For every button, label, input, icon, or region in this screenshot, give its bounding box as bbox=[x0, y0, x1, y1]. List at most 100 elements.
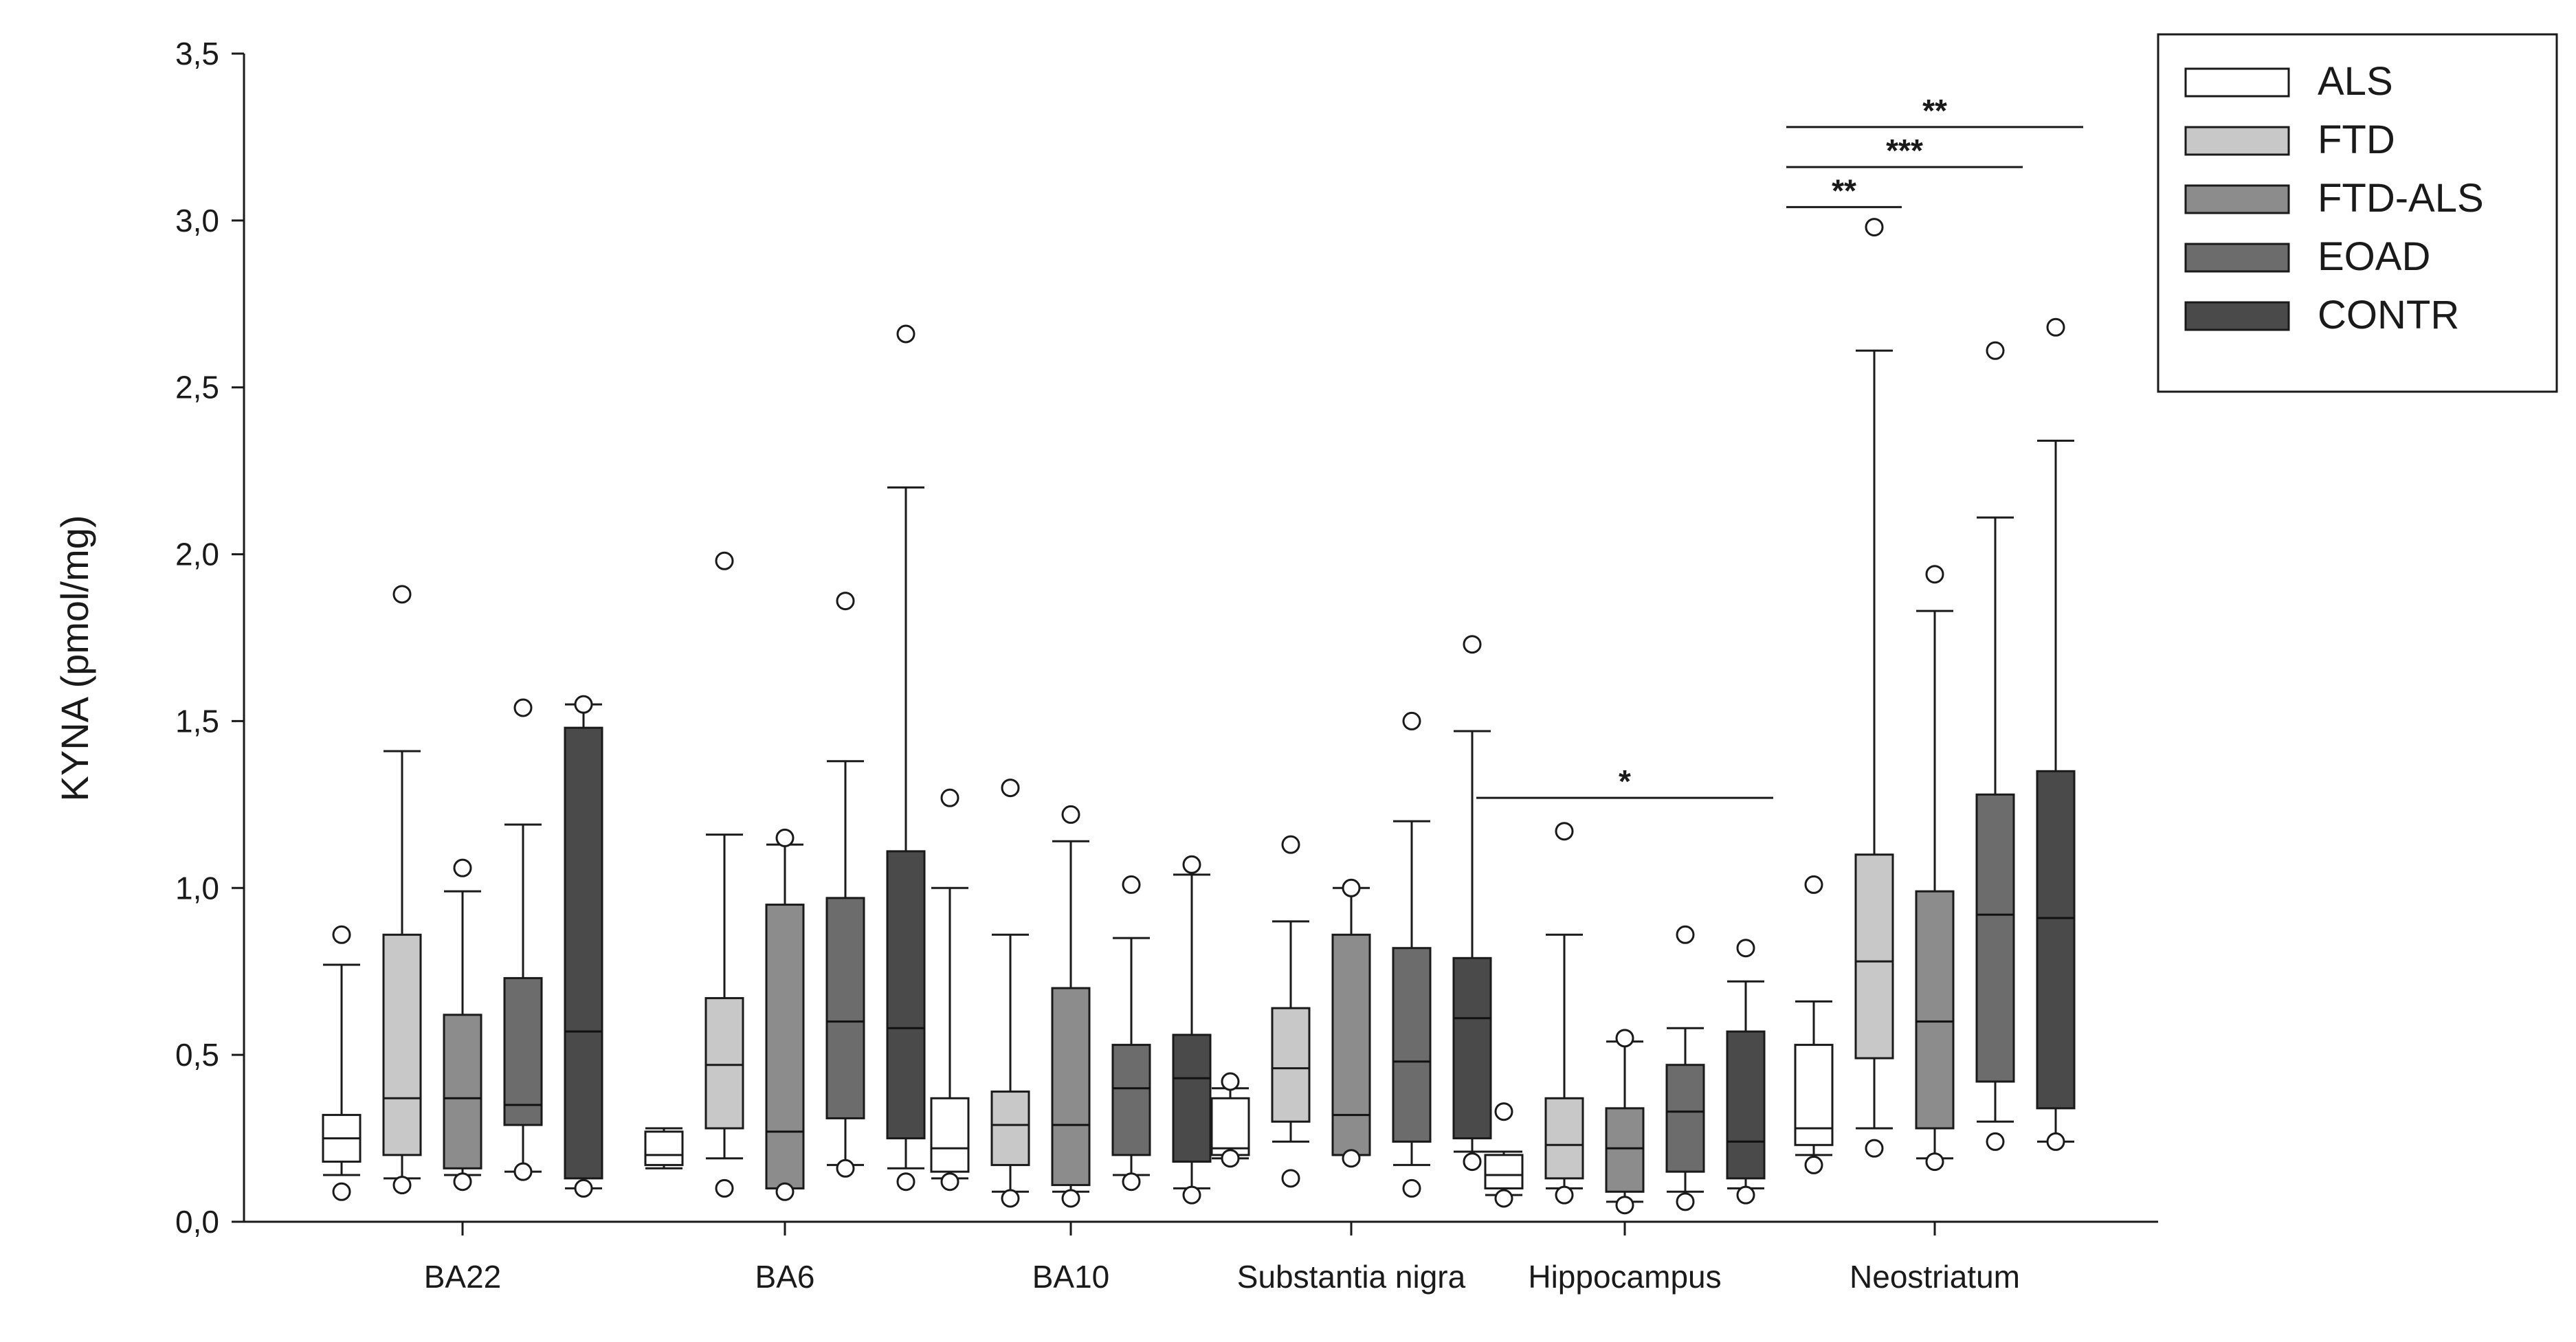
outlier-point bbox=[940, 788, 959, 807]
y-axis-label: KYNA (pmol/mg) bbox=[53, 515, 96, 802]
box-ftd-als-3 bbox=[1051, 805, 1091, 1208]
outlier-point bbox=[1221, 1149, 1240, 1168]
outlier-point bbox=[2046, 317, 2065, 337]
outlier-point bbox=[1182, 855, 1201, 874]
box-iqr bbox=[1915, 890, 1955, 1130]
outlier-point bbox=[940, 1172, 959, 1192]
outlier-point bbox=[1221, 1072, 1240, 1091]
legend-swatch-ftd-als bbox=[2184, 184, 2290, 214]
legend-swatch-eoad bbox=[2184, 243, 2290, 273]
box-iqr bbox=[930, 1097, 970, 1173]
outlier-point bbox=[715, 551, 734, 570]
box-als-3 bbox=[930, 788, 970, 1192]
outlier-point bbox=[836, 592, 855, 611]
outlier-point bbox=[1865, 1139, 1884, 1158]
box-iqr bbox=[1210, 1097, 1250, 1156]
legend-label-contr: CONTR bbox=[2318, 293, 2459, 337]
legend-label-ftd: FTD bbox=[2318, 118, 2395, 162]
box-als-5 bbox=[1484, 1102, 1524, 1208]
box-iqr bbox=[990, 1091, 1030, 1166]
box-iqr bbox=[1172, 1033, 1212, 1163]
x-tick-label: Hippocampus bbox=[1528, 1259, 1721, 1295]
box-iqr bbox=[1665, 1064, 1705, 1173]
x-tick-label: Neostriatum bbox=[1850, 1259, 2020, 1295]
box-iqr bbox=[886, 850, 926, 1140]
outlier-point bbox=[1001, 1189, 1020, 1208]
box-contr-3 bbox=[1172, 855, 1212, 1205]
outlier-point bbox=[896, 1172, 915, 1192]
y-tick-label: 2,0 bbox=[175, 537, 219, 572]
box-ftd-als-6 bbox=[1915, 565, 1955, 1172]
box-ftd-6 bbox=[1854, 218, 1894, 1158]
x-tick-label: Substantia nigra bbox=[1237, 1259, 1466, 1295]
y-tick-label: 2,5 bbox=[175, 370, 219, 405]
box-ftd-als-2 bbox=[765, 828, 805, 1201]
outlier-point bbox=[1342, 878, 1361, 897]
outlier-point bbox=[1555, 1185, 1574, 1205]
box-iqr bbox=[1544, 1097, 1584, 1180]
outlier-point bbox=[1342, 1149, 1361, 1168]
box-iqr bbox=[1726, 1030, 1766, 1180]
legend: ALS FTD FTD-ALS EOAD CONTR bbox=[2157, 33, 2558, 393]
box-eoad-2 bbox=[825, 592, 865, 1178]
outlier-point bbox=[392, 1176, 412, 1195]
outlier-point bbox=[1925, 565, 1944, 584]
box-iqr bbox=[443, 1014, 482, 1170]
box-ftd-1 bbox=[382, 585, 422, 1195]
outlier-point bbox=[1494, 1189, 1513, 1208]
outlier-point bbox=[2046, 1132, 2065, 1151]
outlier-point bbox=[513, 698, 533, 717]
box-als-4 bbox=[1210, 1072, 1250, 1168]
boxes-group bbox=[322, 218, 2076, 1215]
box-ftd-3 bbox=[990, 779, 1030, 1208]
box-als-1 bbox=[322, 925, 362, 1201]
outlier-point bbox=[1804, 1155, 1823, 1174]
significance-label: ** bbox=[1832, 172, 1856, 208]
outlier-point bbox=[715, 1178, 734, 1198]
box-contr-2 bbox=[886, 324, 926, 1192]
box-iqr bbox=[1484, 1154, 1524, 1189]
outlier-point bbox=[1122, 1172, 1141, 1192]
outlier-point bbox=[1494, 1102, 1513, 1121]
legend-swatch-ftd bbox=[2184, 126, 2290, 156]
box-iqr bbox=[1452, 957, 1492, 1140]
legend-label-eoad: EOAD bbox=[2318, 234, 2430, 279]
outlier-point bbox=[574, 695, 593, 714]
outlier-point bbox=[1463, 635, 1482, 654]
outlier-point bbox=[453, 1172, 472, 1192]
box-eoad-4 bbox=[1392, 711, 1432, 1198]
legend-label-ftd-als: FTD-ALS bbox=[2318, 176, 2484, 221]
box-contr-4 bbox=[1452, 635, 1492, 1172]
box-iqr bbox=[825, 897, 865, 1119]
box-iqr bbox=[644, 1130, 684, 1166]
outlier-point bbox=[1676, 925, 1695, 944]
legend-swatch-contr bbox=[2184, 301, 2290, 331]
outlier-point bbox=[1615, 1029, 1634, 1048]
significance-label: * bbox=[1619, 763, 1631, 799]
significance-annotations: ******** bbox=[1476, 93, 2083, 799]
outlier-point bbox=[1402, 1178, 1421, 1198]
outlier-point bbox=[1061, 1189, 1080, 1208]
box-iqr bbox=[564, 726, 603, 1180]
x-tick-label: BA22 bbox=[424, 1259, 502, 1295]
outlier-point bbox=[1986, 341, 2005, 360]
outlier-point bbox=[1281, 835, 1300, 854]
outlier-point bbox=[1865, 218, 1884, 237]
box-iqr bbox=[765, 904, 805, 1189]
box-iqr bbox=[1051, 987, 1091, 1187]
outlier-point bbox=[1925, 1152, 1944, 1172]
y-tick-label: 0,5 bbox=[175, 1037, 219, 1073]
outlier-point bbox=[896, 324, 915, 344]
box-contr-5 bbox=[1726, 939, 1766, 1205]
box-eoad-1 bbox=[503, 698, 543, 1181]
box-iqr bbox=[704, 997, 744, 1130]
outlier-point bbox=[1736, 939, 1755, 958]
outlier-point bbox=[1676, 1192, 1695, 1211]
box-iqr bbox=[503, 976, 543, 1126]
box-ftd-4 bbox=[1271, 835, 1311, 1188]
box-iqr bbox=[1392, 947, 1432, 1143]
box-contr-1 bbox=[564, 695, 603, 1198]
box-contr-6 bbox=[2036, 317, 2076, 1151]
outlier-point bbox=[392, 585, 412, 604]
